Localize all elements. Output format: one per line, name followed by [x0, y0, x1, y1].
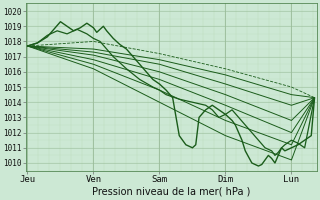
X-axis label: Pression niveau de la mer( hPa ): Pression niveau de la mer( hPa ) [92, 187, 251, 197]
